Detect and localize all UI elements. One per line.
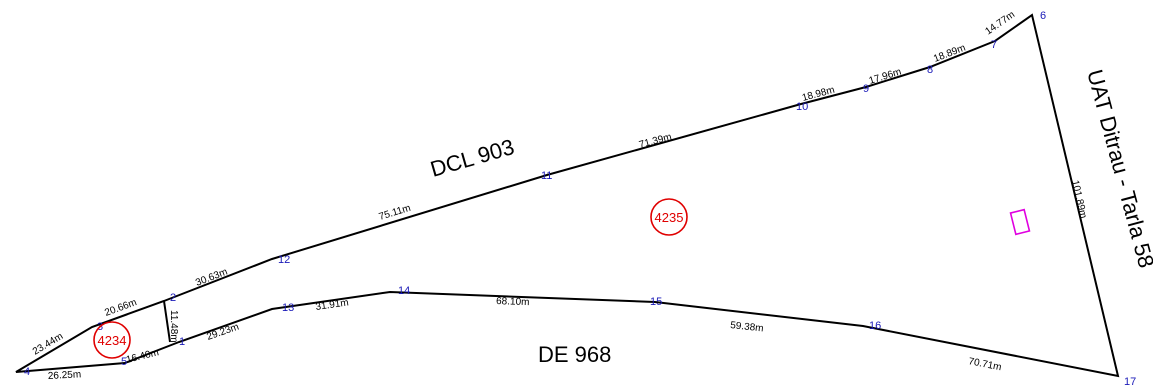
parcel-4235-marker [650,198,688,236]
vertex-label-12: 12 [278,254,290,266]
vertex-label-10: 10 [796,101,808,113]
parcel-boundary [15,13,1120,378]
segment-length-2-12: 30.63m [194,267,229,289]
parcel-4235[interactable]: 4235 [650,198,688,236]
parcel-4234[interactable]: 4234 [93,321,131,359]
parcel-divider [163,300,171,343]
segment-length-11-10: 71.39m [638,132,673,151]
road-label-south: DE 968 [538,342,611,367]
segment-length-1-5: 16.40m [125,347,160,366]
segment-length-12-11: 75.11m [378,203,412,223]
segment-length-10-9: 18.98m [801,85,836,104]
vertex-label-15: 15 [650,296,662,308]
segment-length-6-17: 101.89m [1069,179,1088,219]
segment-length-7-6: 14.77m [983,9,1017,37]
segment-length-13-1: 29.23m [205,322,240,343]
road-label-north: DCL 903 [427,134,517,182]
vertex-label-2: 2 [170,292,176,304]
vertex-label-6: 6 [1040,10,1046,22]
segment-length-16-15: 59.38m [730,320,764,334]
vertex-label-4: 4 [24,366,30,378]
vertex-label-17: 17 [1124,376,1136,388]
segment-length-9-8: 17.96m [868,67,903,87]
vertex-label-5: 5 [121,356,127,368]
building-footprint[interactable] [1009,208,1031,236]
vertex-label-1: 1 [179,336,185,348]
neighbour-label-east: UAT Ditrau - Tarla 58 [1082,67,1153,271]
segment-length-8-7: 18.89m [932,43,967,65]
segment-length-14-13: 31.91m [315,297,350,313]
vertex-label-7: 7 [991,39,997,51]
vertex-label-9: 9 [863,83,869,95]
vertex-label-14: 14 [398,285,410,297]
vertex-label-16: 16 [869,320,881,332]
vertex-label-8: 8 [927,64,933,76]
segment-length-5-4: 26.25m [48,369,82,382]
segment-length-17-16: 70.71m [967,356,1002,373]
vertex-label-13: 13 [282,302,294,314]
segment-length-2-1: 11.48m [168,310,179,343]
parcel-4234-marker [93,321,131,359]
parcel-4234-id: 4234 [98,333,127,348]
vertex-labels: 1 2 3 4 5 6 7 8 9 10 11 12 13 14 15 16 1… [24,10,1136,388]
parcel-4235-id: 4235 [655,210,684,225]
segment-length-15-14: 68.10m [496,296,530,308]
vertex-label-11: 11 [541,170,552,182]
